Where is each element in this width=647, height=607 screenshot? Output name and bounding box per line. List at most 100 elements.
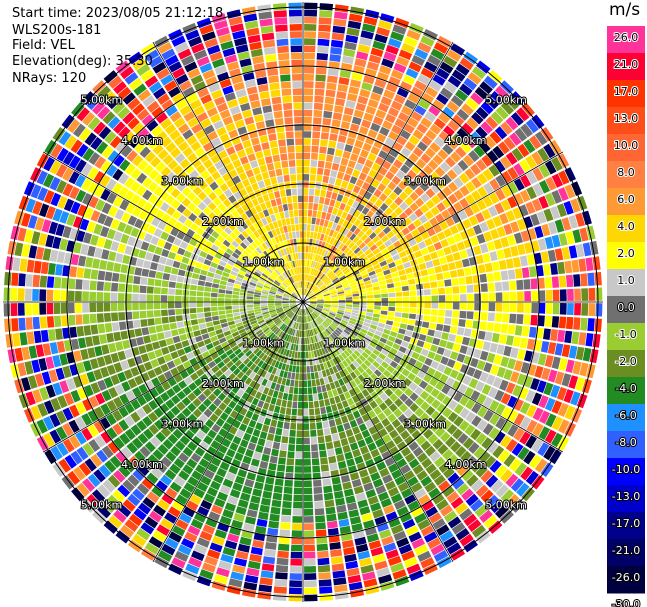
velocity-gate bbox=[450, 496, 464, 509]
velocity-gate bbox=[252, 273, 260, 280]
velocity-gate bbox=[392, 321, 401, 328]
velocity-gate bbox=[93, 406, 105, 419]
velocity-gate bbox=[344, 311, 352, 315]
velocity-gate bbox=[470, 460, 483, 473]
velocity-gate bbox=[471, 112, 484, 125]
velocity-gate bbox=[454, 335, 463, 344]
velocity-gate bbox=[280, 249, 285, 257]
velocity-gate bbox=[263, 483, 274, 492]
velocity-gate bbox=[510, 91, 525, 106]
velocity-gate bbox=[52, 208, 63, 222]
velocity-gate bbox=[338, 354, 345, 362]
velocity-gate bbox=[166, 360, 176, 370]
velocity-gate bbox=[203, 297, 211, 302]
velocity-gate bbox=[120, 66, 135, 80]
velocity-gate bbox=[433, 370, 443, 380]
velocity-gate bbox=[385, 82, 398, 93]
velocity-gate bbox=[160, 302, 168, 309]
velocity-gate bbox=[394, 398, 404, 408]
velocity-gate bbox=[225, 122, 236, 132]
velocity-gate bbox=[318, 348, 324, 356]
velocity-gate bbox=[423, 342, 432, 350]
velocity-gate bbox=[580, 273, 588, 287]
velocity-gate bbox=[197, 201, 207, 211]
velocity-gate bbox=[316, 422, 323, 430]
velocity-gate bbox=[458, 420, 470, 432]
velocity-gate bbox=[507, 181, 519, 195]
velocity-gate bbox=[69, 266, 78, 278]
velocity-gate bbox=[554, 343, 564, 356]
velocity-gate bbox=[275, 302, 282, 304]
velocity-gate bbox=[281, 218, 287, 226]
velocity-gate bbox=[363, 578, 378, 588]
velocity-gate bbox=[406, 29, 421, 41]
velocity-gate bbox=[408, 441, 419, 452]
velocity-gate bbox=[353, 386, 361, 395]
velocity-gate bbox=[419, 412, 430, 423]
velocity-gate bbox=[284, 210, 290, 219]
velocity-gate bbox=[436, 178, 447, 190]
velocity-gate bbox=[181, 396, 192, 407]
velocity-gate bbox=[307, 252, 311, 260]
velocity-gate bbox=[266, 433, 275, 441]
velocity-gate bbox=[241, 203, 250, 212]
velocity-gate bbox=[162, 154, 174, 166]
velocity-gate bbox=[339, 393, 346, 402]
velocity-gate bbox=[357, 317, 365, 322]
velocity-gate bbox=[315, 334, 320, 342]
velocity-gate bbox=[254, 271, 261, 277]
azimuth-spoke bbox=[302, 301, 563, 453]
velocity-gate bbox=[357, 282, 365, 287]
velocity-gate bbox=[335, 314, 343, 319]
velocity-gate bbox=[251, 322, 259, 328]
velocity-gate bbox=[408, 382, 418, 392]
velocity-gate bbox=[357, 383, 366, 392]
velocity-gate bbox=[249, 333, 257, 340]
velocity-gate bbox=[540, 462, 554, 477]
velocity-gate bbox=[161, 381, 171, 391]
velocity-gate bbox=[403, 217, 412, 226]
velocity-gate bbox=[257, 438, 266, 447]
velocity-gate bbox=[570, 198, 581, 213]
velocity-gate bbox=[167, 302, 175, 309]
velocity-gate bbox=[534, 365, 544, 379]
velocity-gate bbox=[209, 181, 219, 191]
velocity-gate bbox=[270, 312, 277, 317]
velocity-gate bbox=[67, 470, 81, 485]
velocity-gate bbox=[127, 357, 136, 368]
velocity-gate bbox=[107, 474, 121, 488]
velocity-gate bbox=[60, 290, 68, 302]
velocity-gate bbox=[290, 38, 302, 46]
velocity-gate bbox=[239, 407, 248, 416]
velocity-gate bbox=[292, 268, 296, 275]
velocity-gate bbox=[216, 126, 227, 137]
velocity-gate bbox=[184, 376, 193, 386]
velocity-gate bbox=[396, 506, 409, 517]
velocity-gate bbox=[308, 275, 312, 282]
velocity-gate bbox=[282, 272, 288, 279]
velocity-gate bbox=[119, 393, 130, 405]
azimuth-spokes bbox=[3, 2, 603, 602]
velocity-gate bbox=[252, 539, 264, 549]
velocity-gate bbox=[345, 299, 353, 302]
velocity-gate bbox=[520, 123, 533, 138]
velocity-gate bbox=[165, 54, 179, 67]
velocity-gate bbox=[296, 166, 303, 174]
velocity-gate bbox=[395, 424, 406, 434]
velocity-gate bbox=[345, 166, 354, 176]
velocity-gate bbox=[45, 384, 56, 398]
velocity-gate bbox=[277, 310, 284, 315]
velocity-gate bbox=[343, 257, 351, 264]
velocity-gate bbox=[408, 284, 416, 291]
velocity-gate bbox=[570, 391, 581, 406]
velocity-gate bbox=[456, 268, 465, 277]
velocity-gate bbox=[438, 130, 451, 143]
velocity-gate bbox=[503, 247, 512, 259]
velocity-gate bbox=[507, 324, 516, 335]
velocity-gate bbox=[103, 302, 111, 312]
velocity-gate bbox=[272, 206, 279, 214]
velocity-gate bbox=[222, 509, 234, 519]
velocity-gate bbox=[63, 198, 75, 212]
velocity-gate bbox=[308, 337, 312, 344]
velocity-gate bbox=[235, 259, 243, 266]
